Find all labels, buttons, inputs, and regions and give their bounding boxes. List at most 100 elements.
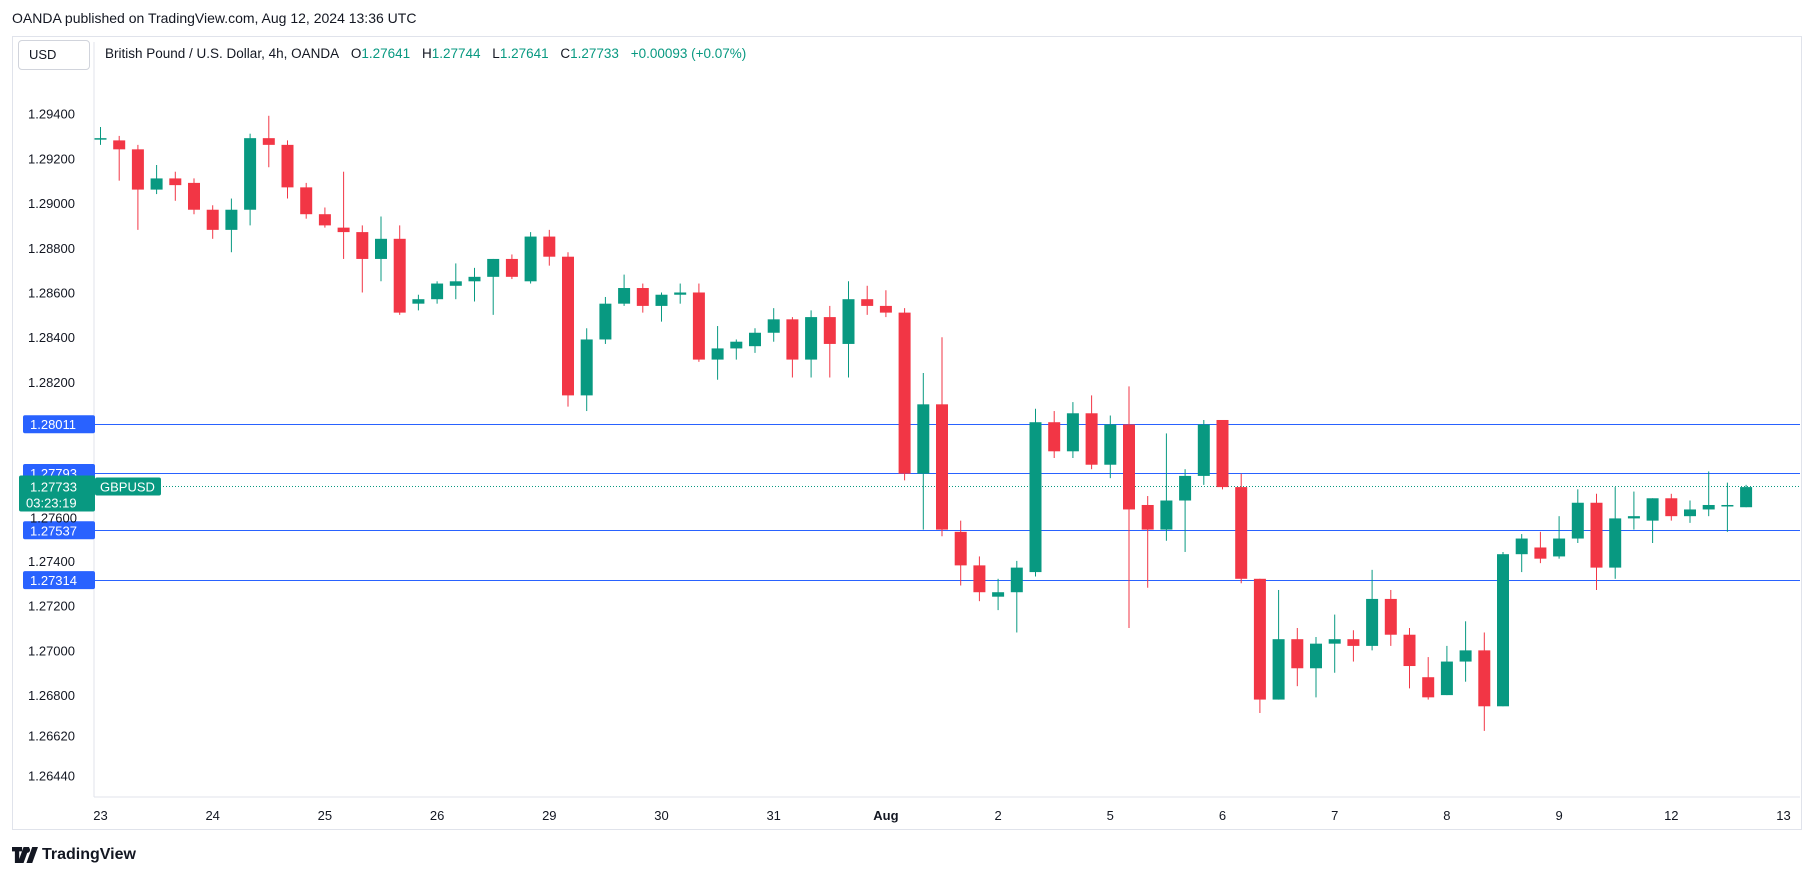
candle[interactable] <box>1422 657 1435 700</box>
candle[interactable] <box>225 198 238 253</box>
candle[interactable] <box>1459 621 1472 682</box>
candle[interactable] <box>1684 500 1696 523</box>
candle-body <box>992 592 1005 597</box>
candle[interactable] <box>393 225 406 315</box>
candle[interactable] <box>898 308 911 481</box>
candle-body <box>412 299 425 304</box>
candle[interactable] <box>1066 402 1079 459</box>
candle[interactable] <box>543 229 556 266</box>
candle[interactable] <box>1497 551 1509 707</box>
candle[interactable] <box>375 216 387 282</box>
candle[interactable] <box>823 305 836 378</box>
candle[interactable] <box>337 171 350 259</box>
candle[interactable] <box>1029 408 1042 577</box>
candle[interactable] <box>113 135 126 181</box>
candle[interactable] <box>1740 484 1753 508</box>
candle[interactable] <box>505 254 518 280</box>
candle[interactable] <box>1272 589 1285 700</box>
candle[interactable] <box>412 294 425 311</box>
candle[interactable] <box>1197 419 1210 485</box>
candle[interactable] <box>1141 496 1154 588</box>
candle[interactable] <box>281 140 294 199</box>
candle[interactable] <box>1216 419 1229 490</box>
candle[interactable] <box>1609 487 1622 579</box>
open-label: O <box>350 46 362 61</box>
candle[interactable] <box>562 252 574 407</box>
candle[interactable] <box>131 144 144 230</box>
candle[interactable] <box>487 258 500 315</box>
candle[interactable] <box>1384 589 1397 646</box>
candle[interactable] <box>636 283 649 313</box>
currency-selector[interactable]: USD <box>18 40 90 70</box>
candle[interactable] <box>1440 645 1453 696</box>
candle[interactable] <box>1310 636 1322 698</box>
candle[interactable] <box>973 556 986 602</box>
candle[interactable] <box>1665 493 1678 521</box>
candle[interactable] <box>767 308 780 342</box>
candle[interactable] <box>1534 531 1547 564</box>
candle[interactable] <box>150 164 163 195</box>
candle[interactable] <box>1253 578 1266 714</box>
candle[interactable] <box>1702 471 1715 517</box>
candle[interactable] <box>449 263 462 300</box>
candle[interactable] <box>1235 473 1248 584</box>
candle[interactable] <box>655 292 668 322</box>
candle[interactable] <box>599 296 612 344</box>
candle[interactable] <box>580 328 593 412</box>
candle[interactable] <box>842 281 855 378</box>
candle[interactable] <box>318 207 331 228</box>
candle[interactable] <box>244 133 257 226</box>
candle[interactable] <box>1179 469 1192 552</box>
candle[interactable] <box>1085 395 1098 470</box>
candle[interactable] <box>169 171 182 201</box>
candle[interactable] <box>356 225 369 293</box>
candle[interactable] <box>94 126 107 145</box>
candle[interactable] <box>468 267 481 302</box>
candle[interactable] <box>1478 632 1491 731</box>
candle[interactable] <box>1590 493 1603 590</box>
candle[interactable] <box>1328 614 1341 673</box>
candle[interactable] <box>1347 630 1360 662</box>
candle[interactable] <box>1403 628 1416 689</box>
candle[interactable] <box>730 339 743 360</box>
candle[interactable] <box>692 283 705 362</box>
candle[interactable] <box>431 281 444 304</box>
candle[interactable] <box>954 520 967 586</box>
candle[interactable] <box>674 283 687 304</box>
candle[interactable] <box>805 310 818 378</box>
candle[interactable] <box>1291 628 1304 687</box>
candle[interactable] <box>618 274 631 306</box>
candle[interactable] <box>917 373 930 530</box>
candle[interactable] <box>1553 516 1566 559</box>
candle[interactable] <box>1646 498 1659 544</box>
y-tick-label: 1.27400 <box>28 554 75 569</box>
candle[interactable] <box>1721 482 1734 532</box>
candle[interactable] <box>262 115 275 168</box>
candle[interactable] <box>1627 491 1640 530</box>
candle[interactable] <box>1160 433 1173 541</box>
candle[interactable] <box>786 317 799 378</box>
candle[interactable] <box>936 337 948 537</box>
candle[interactable] <box>1048 411 1061 459</box>
candle-body <box>1328 639 1341 644</box>
candle[interactable] <box>1104 415 1117 479</box>
candle[interactable] <box>206 205 219 239</box>
candle[interactable] <box>1010 560 1023 633</box>
candle[interactable] <box>711 326 724 380</box>
candles[interactable] <box>94 115 1753 731</box>
candle[interactable] <box>861 285 874 315</box>
candle[interactable] <box>524 232 537 284</box>
candle[interactable] <box>300 182 313 219</box>
candle[interactable] <box>749 328 761 353</box>
candle-body <box>1553 538 1566 557</box>
symbol-title[interactable]: British Pound / U.S. Dollar, 4h, OANDA <box>105 46 340 61</box>
candle-body <box>449 281 462 286</box>
candle[interactable] <box>879 290 892 318</box>
candle[interactable] <box>992 578 1005 611</box>
candle[interactable] <box>1366 569 1379 651</box>
candle[interactable] <box>188 178 200 215</box>
candle[interactable] <box>1571 489 1584 544</box>
candle[interactable] <box>1515 534 1528 573</box>
candle[interactable] <box>1123 386 1135 629</box>
